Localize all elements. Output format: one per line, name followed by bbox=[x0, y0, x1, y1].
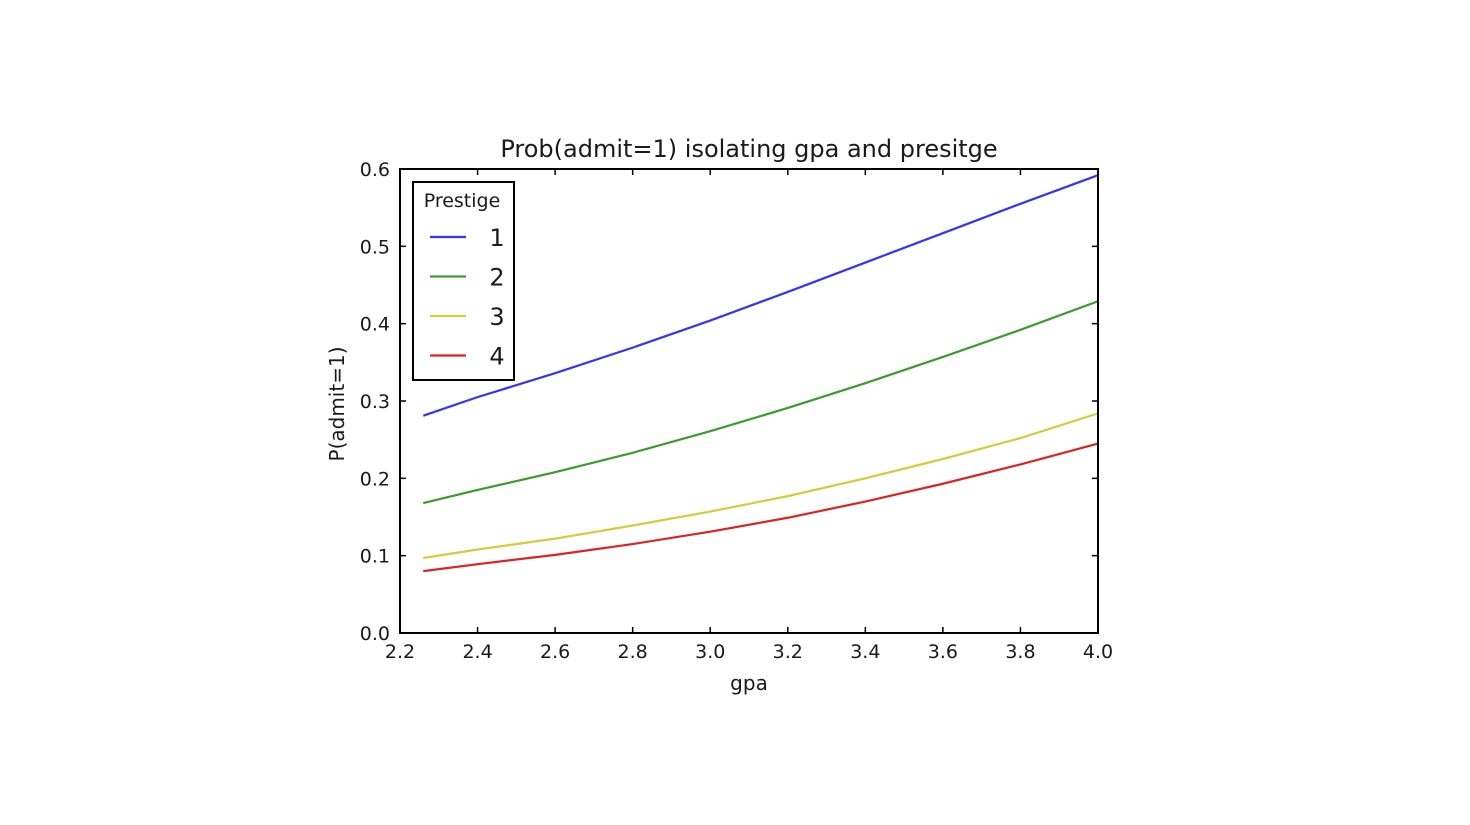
plot-frame bbox=[399, 168, 1099, 634]
legend-label-3: 3 bbox=[489, 303, 504, 331]
x-tick-label: 4.0 bbox=[1083, 641, 1113, 663]
series-line-1 bbox=[422, 174, 1099, 417]
y-tick-label: 0.3 bbox=[360, 391, 390, 413]
x-tick-label: 2.2 bbox=[385, 641, 415, 663]
y-tick-label: 0.4 bbox=[360, 314, 390, 336]
x-tick-label: 3.4 bbox=[850, 641, 880, 663]
x-tick-label: 2.8 bbox=[618, 641, 648, 663]
legend-entries: 1 2 3 4 bbox=[430, 224, 505, 371]
x-tick-label: 3.0 bbox=[695, 641, 725, 663]
legend-label-1: 1 bbox=[489, 224, 504, 252]
y-tick-label: 0.2 bbox=[360, 468, 390, 490]
y-tick-label: 0.6 bbox=[360, 159, 390, 181]
x-tick-label: 3.2 bbox=[773, 641, 803, 663]
series-layer bbox=[422, 174, 1099, 573]
series-line-3 bbox=[423, 412, 1099, 560]
x-tick-label: 2.4 bbox=[462, 641, 492, 663]
ticks-layer: 2.2 2.4 2.6 2.8 3.0 3.2 3.4 3.6 3.8 4.0 0.0 0.1 0.2 0… bbox=[360, 159, 1113, 663]
legend-title: Prestige bbox=[424, 190, 501, 212]
legend-label-4: 4 bbox=[489, 343, 504, 371]
y-axis-label: P(admit=1) bbox=[325, 347, 349, 462]
legend: Prestige 1 2 3 4 bbox=[412, 181, 515, 381]
x-tick-label: 3.6 bbox=[928, 641, 958, 663]
y-tick-label: 0.0 bbox=[360, 623, 390, 645]
y-tick-label: 0.1 bbox=[360, 546, 390, 568]
legend-label-2: 2 bbox=[489, 264, 504, 292]
x-axis-label: gpa bbox=[730, 671, 768, 695]
x-tick-label: 2.6 bbox=[540, 641, 570, 663]
series-line-2 bbox=[423, 300, 1099, 505]
x-tick-label: 3.8 bbox=[1005, 641, 1035, 663]
chart-title: Prob(admit=1) isolating gpa and presitge bbox=[500, 135, 997, 163]
series-line-4 bbox=[423, 442, 1099, 573]
y-tick-label: 0.5 bbox=[360, 236, 390, 258]
legend-box bbox=[412, 181, 515, 381]
